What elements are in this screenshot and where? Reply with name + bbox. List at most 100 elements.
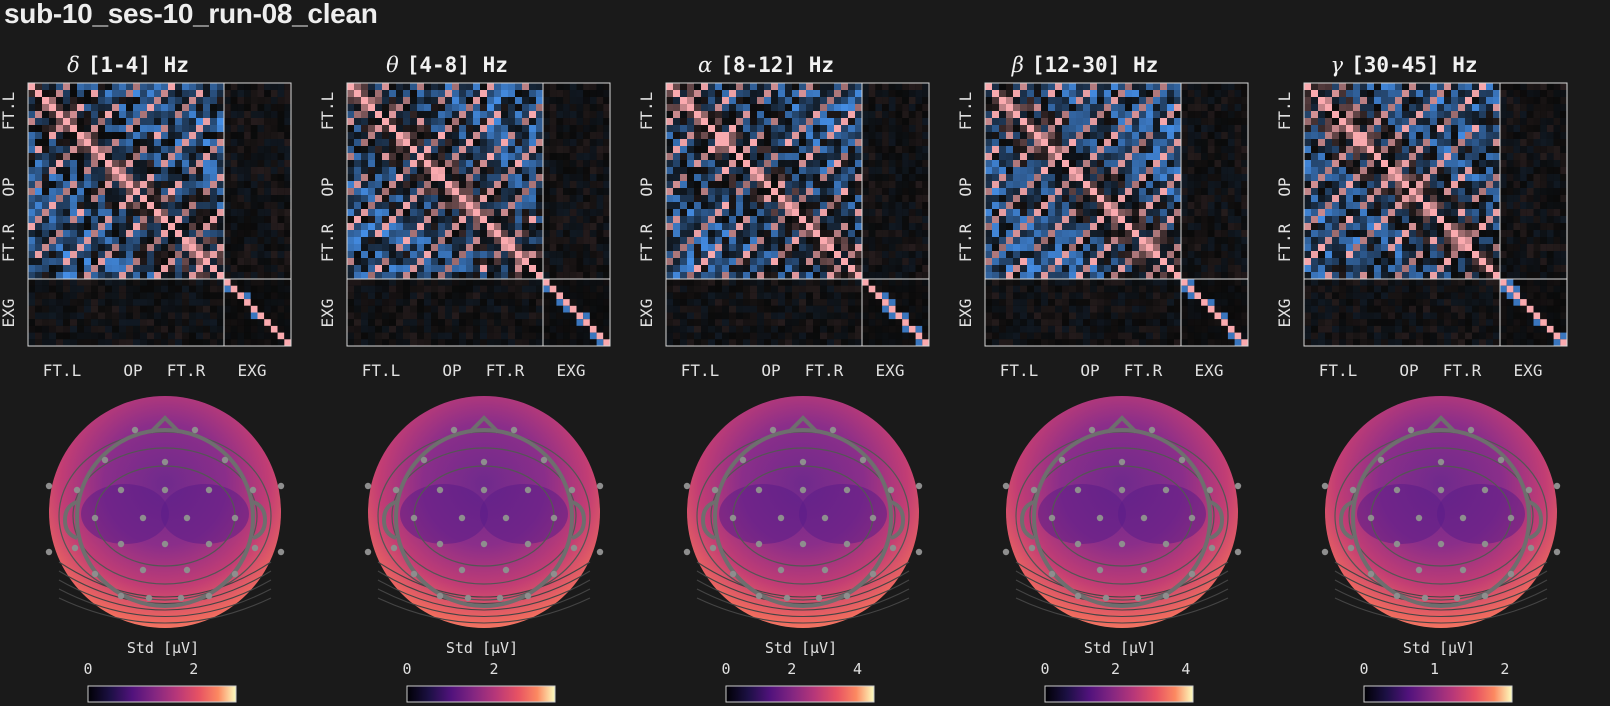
sensor-dot	[889, 544, 897, 552]
matrix-cell	[42, 319, 49, 326]
matrix-cell	[466, 237, 473, 244]
matrix-cell	[515, 292, 522, 300]
matrix-cell	[666, 223, 673, 230]
matrix-cell	[785, 181, 792, 188]
matrix-cell	[438, 339, 445, 346]
matrix-cell	[361, 251, 368, 258]
matrix-cell	[715, 146, 722, 153]
matrix-cell	[501, 230, 508, 237]
matrix-cell	[354, 97, 361, 104]
matrix-cell	[49, 167, 56, 174]
matrix-cell	[445, 332, 452, 340]
matrix-cell	[84, 146, 91, 153]
matrix-cell	[49, 332, 56, 340]
matrix-cell	[834, 292, 841, 300]
matrix-cell	[480, 285, 487, 293]
matrix-cell	[70, 299, 77, 306]
matrix-cell	[757, 132, 764, 139]
matrix-cell	[508, 174, 515, 181]
matrix-cell	[908, 202, 916, 209]
matrix-cell	[161, 339, 168, 346]
matrix-cell	[277, 325, 285, 333]
matrix-cell	[549, 132, 557, 139]
matrix-cell	[154, 272, 161, 279]
matrix-cell	[1125, 167, 1132, 174]
matrix-cell	[396, 305, 403, 313]
matrix-cell	[244, 146, 251, 153]
matrix-cell	[549, 146, 557, 153]
sensor-dot	[277, 548, 285, 556]
matrix-cell	[210, 90, 217, 97]
matrix-cell	[848, 111, 855, 118]
matrix-cell	[536, 216, 543, 223]
matrix-cell	[522, 244, 529, 251]
matrix-cell	[257, 223, 265, 230]
matrix-cell	[49, 174, 56, 181]
matrix-cell	[264, 237, 271, 244]
matrix-cell	[508, 339, 515, 346]
matrix-cell	[757, 237, 764, 244]
matrix-cell	[589, 195, 597, 202]
matrix-cell	[915, 181, 923, 188]
matrix-cell	[813, 258, 820, 265]
matrix-cell	[230, 195, 238, 202]
matrix-cell	[841, 279, 848, 286]
matrix-cell	[189, 305, 196, 313]
matrix-cell	[764, 104, 771, 111]
matrix-cell	[757, 195, 764, 202]
matrix-cell	[895, 167, 903, 174]
matrix-cell	[701, 251, 708, 258]
matrix-cell	[410, 125, 417, 132]
matrix-cell	[757, 285, 764, 293]
matrix-cell	[673, 237, 680, 244]
matrix-cell	[1062, 90, 1069, 97]
matrix-cell	[217, 305, 224, 313]
matrix-cell	[217, 292, 224, 300]
matrix-cell	[827, 202, 834, 209]
matrix-cell	[189, 312, 196, 320]
matrix-cell	[673, 188, 680, 195]
matrix-cell	[729, 90, 736, 97]
matrix-cell	[771, 202, 778, 209]
matrix-cell	[666, 319, 673, 326]
matrix-cell	[1083, 83, 1090, 90]
matrix-cell	[389, 305, 396, 313]
matrix-cell	[722, 325, 729, 333]
matrix-cell	[778, 258, 785, 265]
matrix-cell	[1083, 153, 1090, 160]
matrix-cell	[985, 181, 992, 188]
matrix-cell	[154, 258, 161, 265]
matrix-cell	[154, 118, 161, 125]
matrix-cell	[576, 202, 584, 209]
matrix-cell	[589, 299, 597, 306]
matrix-cell	[133, 139, 140, 146]
matrix-cell	[694, 160, 701, 167]
matrix-cell	[361, 299, 368, 306]
matrix-cell	[508, 90, 515, 97]
matrix-cell	[389, 216, 396, 223]
matrix-cell	[361, 332, 368, 340]
matrix-cell	[1020, 83, 1027, 90]
matrix-cell	[459, 160, 466, 167]
matrix-cell	[834, 202, 841, 209]
sensor-dot	[887, 486, 895, 494]
matrix-cell	[1013, 153, 1020, 160]
matrix-cell	[466, 111, 473, 118]
matrix-cell	[729, 223, 736, 230]
sensor-dot	[540, 456, 548, 464]
matrix-cell	[729, 209, 736, 216]
matrix-cell	[1146, 83, 1153, 90]
matrix-cell	[389, 319, 396, 326]
matrix-cell	[908, 90, 916, 97]
matrix-cell	[264, 265, 271, 272]
matrix-cell	[133, 146, 140, 153]
matrix-cell	[1153, 83, 1160, 90]
matrix-cell	[882, 339, 889, 346]
matrix-cell	[1160, 83, 1167, 90]
matrix-cell	[264, 160, 271, 167]
matrix-cell	[161, 125, 168, 132]
matrix-cell	[576, 325, 584, 333]
matrix-cell	[257, 299, 265, 306]
matrix-cell	[1167, 104, 1174, 111]
matrix-cell	[708, 312, 715, 320]
